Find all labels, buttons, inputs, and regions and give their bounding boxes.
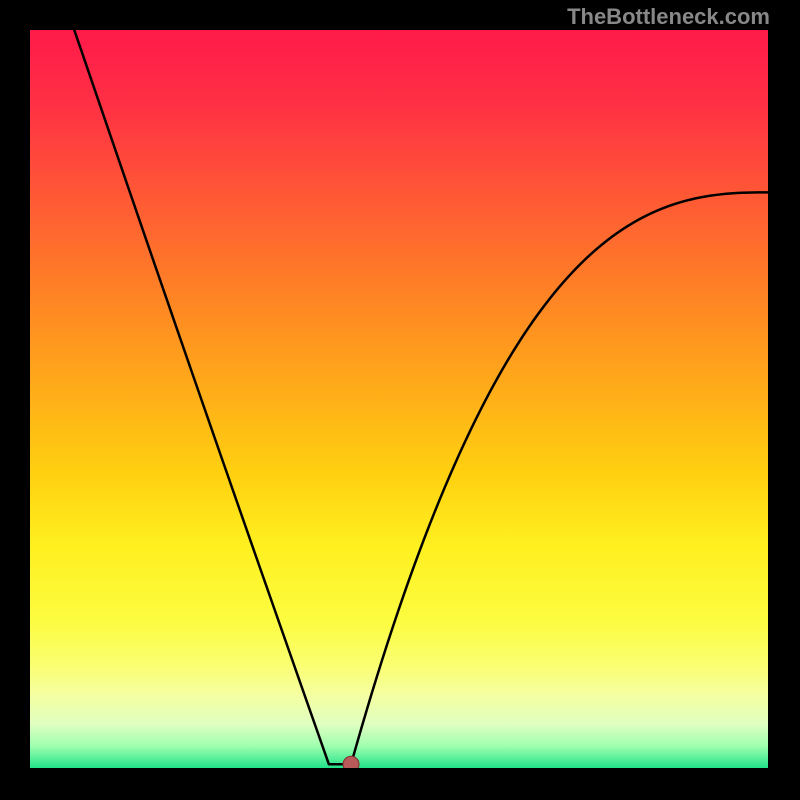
curve-overlay bbox=[30, 30, 768, 768]
plot-area bbox=[30, 30, 768, 768]
chart-container: TheBottleneck.com bbox=[0, 0, 800, 800]
watermark-text: TheBottleneck.com bbox=[567, 4, 770, 30]
bottleneck-curve bbox=[74, 30, 768, 764]
minimum-marker bbox=[343, 756, 359, 768]
